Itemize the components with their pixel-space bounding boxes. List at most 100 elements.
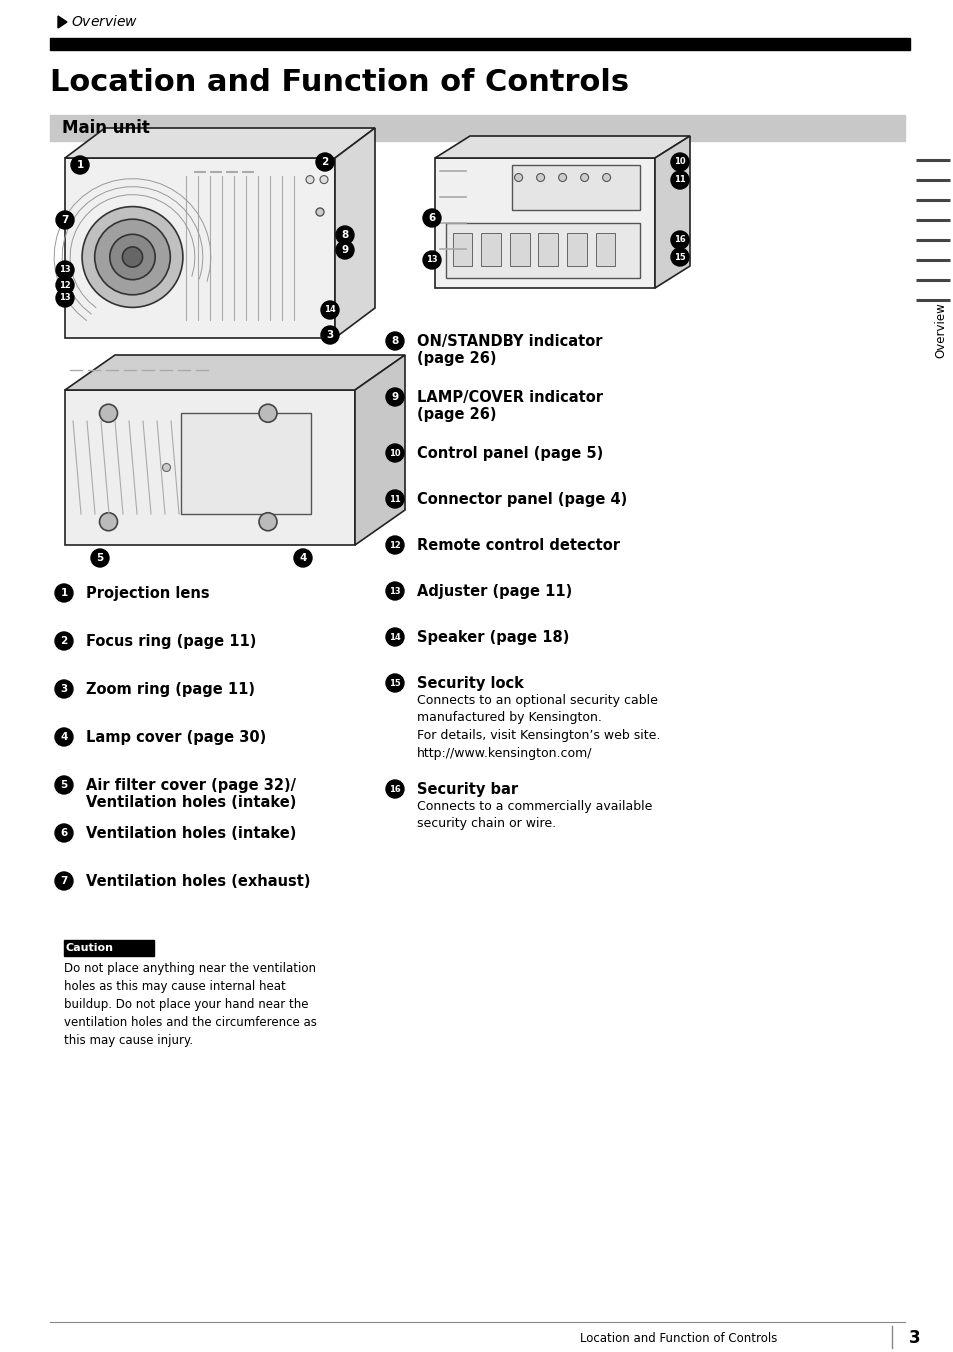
Text: Caution: Caution	[66, 942, 113, 953]
Circle shape	[55, 727, 73, 746]
Circle shape	[320, 301, 338, 319]
Circle shape	[386, 675, 403, 692]
Text: 1: 1	[76, 160, 84, 170]
Polygon shape	[435, 137, 689, 158]
Polygon shape	[65, 389, 355, 545]
Text: 13: 13	[59, 265, 71, 274]
Text: Speaker (page 18): Speaker (page 18)	[416, 630, 569, 645]
Circle shape	[258, 404, 276, 422]
Polygon shape	[335, 128, 375, 338]
Text: 7: 7	[61, 215, 69, 224]
Circle shape	[670, 153, 688, 170]
Circle shape	[386, 627, 403, 646]
Text: 15: 15	[674, 253, 685, 261]
Circle shape	[386, 780, 403, 798]
Circle shape	[386, 443, 403, 462]
Text: 6: 6	[60, 827, 68, 838]
Text: Focus ring (page 11): Focus ring (page 11)	[86, 634, 256, 649]
Text: ON/STANDBY indicator: ON/STANDBY indicator	[416, 334, 602, 349]
Text: Zoom ring (page 11): Zoom ring (page 11)	[86, 681, 254, 698]
Circle shape	[320, 326, 338, 343]
Text: 3: 3	[908, 1329, 920, 1347]
Circle shape	[386, 581, 403, 600]
Polygon shape	[58, 16, 67, 28]
Text: 10: 10	[674, 157, 685, 166]
Polygon shape	[65, 158, 335, 338]
Circle shape	[315, 153, 334, 170]
Bar	[181, 414, 312, 514]
Circle shape	[162, 464, 171, 472]
Bar	[452, 234, 472, 266]
Bar	[595, 234, 615, 266]
Text: 9: 9	[391, 392, 398, 402]
Text: 12: 12	[389, 541, 400, 549]
Text: 11: 11	[389, 495, 400, 503]
Circle shape	[56, 211, 74, 228]
Text: 3: 3	[326, 330, 334, 339]
Text: (page 26): (page 26)	[416, 407, 496, 422]
Text: 16: 16	[674, 235, 685, 245]
Text: Ventilation holes (intake): Ventilation holes (intake)	[86, 826, 296, 841]
Circle shape	[55, 872, 73, 890]
Circle shape	[71, 155, 89, 174]
Circle shape	[335, 241, 354, 260]
Circle shape	[536, 173, 544, 181]
Text: 12: 12	[59, 280, 71, 289]
Circle shape	[670, 170, 688, 189]
Circle shape	[514, 173, 522, 181]
Text: Connects to a commercially available
security chain or wire.: Connects to a commercially available sec…	[416, 800, 652, 830]
Circle shape	[122, 247, 142, 268]
Text: 8: 8	[341, 230, 348, 241]
Circle shape	[56, 261, 74, 279]
Text: 5: 5	[96, 553, 104, 562]
Text: 13: 13	[389, 587, 400, 595]
Circle shape	[99, 404, 117, 422]
Text: 4: 4	[60, 731, 68, 742]
Text: 15: 15	[389, 679, 400, 688]
Circle shape	[670, 231, 688, 249]
Text: 11: 11	[674, 176, 685, 184]
Polygon shape	[355, 356, 405, 545]
Circle shape	[55, 584, 73, 602]
Circle shape	[580, 173, 588, 181]
Circle shape	[386, 333, 403, 350]
Text: 1: 1	[60, 588, 68, 598]
Text: 14: 14	[324, 306, 335, 315]
Text: Remote control detector: Remote control detector	[416, 538, 619, 553]
Polygon shape	[65, 128, 375, 158]
Text: Security lock: Security lock	[416, 676, 523, 691]
Circle shape	[91, 549, 109, 566]
Circle shape	[56, 289, 74, 307]
Circle shape	[670, 247, 688, 266]
Text: 7: 7	[60, 876, 68, 886]
Text: 2: 2	[321, 157, 328, 168]
Circle shape	[94, 219, 171, 295]
Text: 10: 10	[389, 449, 400, 457]
Circle shape	[82, 207, 183, 307]
Bar	[446, 223, 639, 277]
Text: 9: 9	[341, 245, 348, 256]
Text: 4: 4	[299, 553, 306, 562]
Bar	[512, 165, 639, 210]
Circle shape	[55, 631, 73, 650]
Text: $\it{Overview}$: $\it{Overview}$	[71, 15, 138, 30]
Text: 3: 3	[60, 684, 68, 694]
Circle shape	[558, 173, 566, 181]
Text: Security bar: Security bar	[416, 781, 517, 796]
Bar	[537, 234, 558, 266]
Text: 6: 6	[428, 214, 436, 223]
Circle shape	[602, 173, 610, 181]
Text: Ventilation holes (exhaust): Ventilation holes (exhaust)	[86, 873, 310, 890]
Polygon shape	[655, 137, 689, 288]
Bar	[64, 940, 153, 956]
Text: Lamp cover (page 30): Lamp cover (page 30)	[86, 730, 266, 745]
Polygon shape	[435, 158, 655, 288]
Bar	[480, 234, 500, 266]
Text: 2: 2	[60, 635, 68, 646]
Text: 5: 5	[60, 780, 68, 790]
Text: (page 26): (page 26)	[416, 352, 496, 366]
Bar	[50, 38, 909, 50]
Circle shape	[315, 208, 324, 216]
Circle shape	[306, 176, 314, 184]
Circle shape	[99, 512, 117, 531]
